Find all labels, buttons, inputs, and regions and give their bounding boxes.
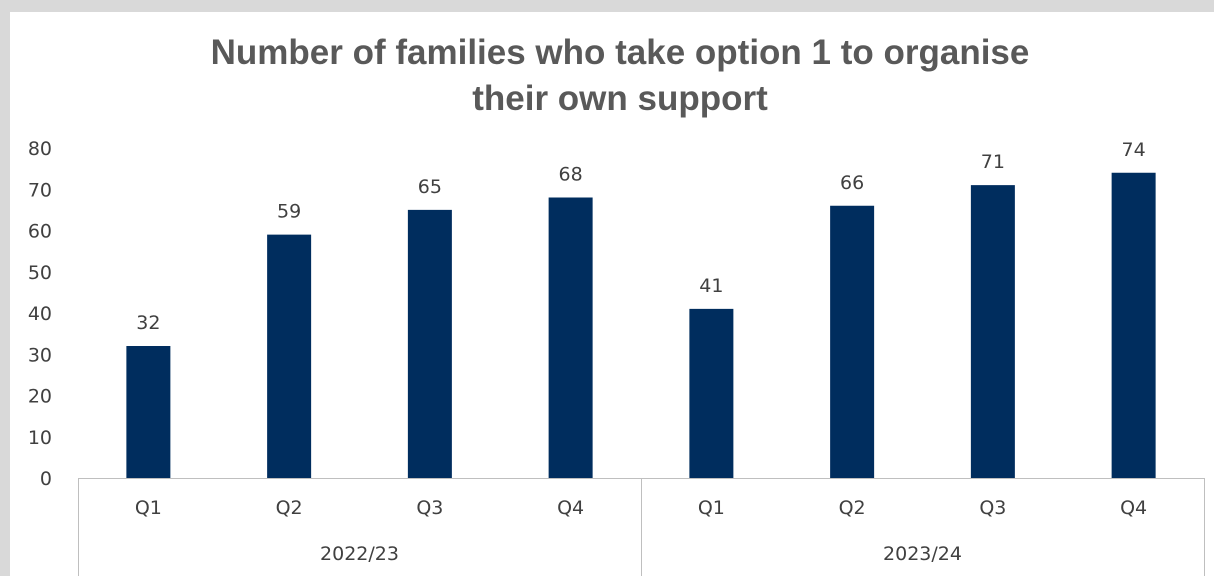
bar [126,346,170,478]
chart-title-line-2: their own support [472,79,768,118]
y-tick-label: 60 [28,221,52,243]
bar [830,206,874,478]
group-label: 2022/23 [320,543,399,565]
y-axis: 0 10 20 30 40 50 60 70 80 [28,138,52,490]
bars: 32 59 65 68 41 66 71 74 [126,139,1155,478]
data-label: 41 [699,275,723,297]
bar [267,235,311,478]
data-label: 71 [981,151,1005,173]
y-tick-label: 20 [28,386,52,408]
x-tick-label: Q3 [979,497,1006,519]
y-tick-label: 10 [28,427,52,449]
data-label: 59 [277,201,301,223]
bar [1112,173,1156,478]
y-tick-label: 30 [28,344,52,366]
data-label: 65 [418,176,442,198]
bar [408,210,452,478]
bar [689,309,733,478]
x-axis: Q1 Q2 Q3 Q4 2022/23 Q1 Q2 Q3 Q4 2023/24 [78,478,1205,576]
y-tick-label: 50 [28,262,52,284]
bar [549,198,593,479]
x-tick-label: Q2 [839,497,866,519]
data-label: 66 [840,172,864,194]
y-tick-label: 70 [28,179,52,201]
x-tick-label: Q4 [557,497,584,519]
data-label: 74 [1122,139,1146,161]
y-tick-label: 40 [28,303,52,325]
data-label: 32 [136,312,160,334]
x-tick-label: Q1 [698,497,725,519]
y-tick-label: 0 [40,468,52,490]
x-tick-label: Q1 [135,497,162,519]
chart-title-line-1: Number of families who take option 1 to … [211,33,1030,72]
group-label: 2023/24 [883,543,962,565]
data-label: 68 [559,164,583,186]
x-tick-label: Q3 [416,497,443,519]
x-tick-label: Q2 [276,497,303,519]
bar [971,185,1015,478]
y-tick-label: 80 [28,138,52,160]
x-tick-label: Q4 [1120,497,1147,519]
